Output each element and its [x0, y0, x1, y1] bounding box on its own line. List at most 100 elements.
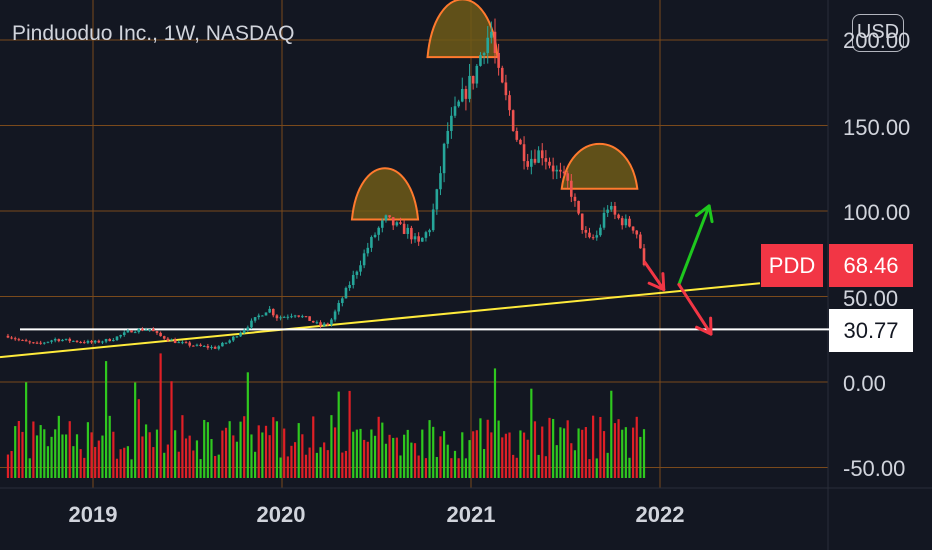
volume-bar — [562, 428, 566, 478]
candle-body — [351, 274, 355, 285]
arrow-head — [695, 316, 713, 336]
volume-bar — [112, 431, 115, 478]
candle-body — [628, 218, 631, 227]
candle-body — [570, 180, 573, 197]
candle-body — [115, 336, 119, 341]
volume-bar — [464, 458, 468, 478]
volume-bar — [235, 441, 239, 478]
volume-bar — [137, 399, 140, 478]
candle-body — [141, 329, 144, 331]
volume-bar — [170, 381, 173, 478]
candle-body — [511, 110, 515, 132]
volume-bar — [595, 458, 598, 478]
candle-body — [460, 89, 464, 102]
candle-body — [500, 67, 504, 83]
candle-body — [468, 75, 471, 99]
candle-body — [133, 332, 137, 334]
volume-bar — [497, 420, 500, 478]
volume-bar — [148, 432, 151, 478]
candle-body — [301, 316, 304, 318]
volume-bar — [184, 438, 188, 478]
volume-bar — [479, 418, 482, 478]
candle-body — [584, 229, 588, 233]
candle-body — [112, 340, 115, 342]
volume-bar — [101, 435, 104, 478]
volume-bar — [90, 432, 93, 478]
candle-body — [428, 230, 431, 233]
chart-title: Pinduoduo Inc., 1W, NASDAQ — [12, 22, 295, 45]
candle-body — [159, 332, 162, 337]
candle-body — [446, 130, 450, 144]
volume-bar — [388, 434, 391, 478]
candle-body — [322, 323, 326, 326]
candle-body — [319, 322, 322, 326]
volume-bar — [246, 372, 249, 478]
volume-bar — [544, 456, 547, 478]
volume-bar — [628, 457, 631, 478]
volume-bar — [541, 426, 544, 478]
candle-body — [602, 212, 606, 228]
volume-bar — [403, 434, 406, 478]
volume-bar — [333, 427, 337, 478]
candle-body — [42, 342, 46, 344]
volume-bar — [348, 390, 351, 478]
arrow-down — [677, 283, 713, 336]
volume-bar — [533, 421, 537, 478]
volume-bar — [301, 434, 304, 478]
volume-bar — [468, 440, 471, 478]
candle-body — [61, 339, 64, 342]
volume-bar — [537, 454, 540, 478]
volume-bar — [279, 457, 282, 478]
volume-bar — [642, 429, 646, 478]
volume-bar — [250, 434, 253, 478]
volume-bar — [363, 439, 366, 478]
volume-bar — [181, 415, 184, 478]
volume-bar — [254, 451, 257, 478]
candle-body — [86, 340, 90, 343]
volume-bar — [166, 444, 169, 478]
candle-body — [559, 169, 562, 172]
candle-body — [471, 75, 475, 84]
time-axis-label: 2021 — [446, 502, 496, 527]
candle-body — [17, 339, 21, 341]
pattern-drawings[interactable] — [350, 0, 639, 221]
time-axis-label: 2020 — [256, 502, 306, 527]
volume-bar — [261, 432, 264, 478]
volume-bar — [337, 391, 340, 478]
arrow-annotations[interactable] — [643, 204, 714, 336]
volume-bar — [472, 431, 475, 478]
volume-bar — [312, 416, 315, 478]
symbol-badge: PDD — [761, 244, 823, 287]
candle-body — [35, 342, 39, 344]
candle-body — [391, 217, 395, 226]
candle-body — [162, 336, 166, 339]
price-axis-label: 50.00 — [843, 286, 899, 311]
candle-body — [639, 234, 642, 249]
candle-body — [290, 316, 293, 318]
currency-button[interactable]: USD — [852, 14, 904, 52]
candle-body — [101, 341, 104, 343]
candle-body — [177, 342, 181, 344]
candle-body — [119, 334, 122, 337]
price-axis-label: 0.00 — [843, 371, 886, 396]
volume-bar — [192, 450, 195, 478]
candle-body — [577, 200, 580, 214]
volume-bar — [624, 427, 627, 478]
volume-bar — [548, 417, 551, 478]
candle-body — [341, 298, 344, 303]
volume-bar — [39, 425, 42, 478]
volume-bar — [370, 429, 373, 478]
volume-bar — [413, 443, 417, 478]
trend-lines[interactable] — [0, 282, 830, 359]
volume-bar — [512, 454, 515, 478]
candle-body — [631, 226, 635, 231]
volume-bar — [286, 456, 289, 478]
candle-body — [257, 315, 261, 318]
candle-body — [504, 82, 508, 96]
candle-body — [246, 327, 250, 330]
candle-body — [417, 236, 420, 242]
candle-body — [148, 329, 151, 331]
candle-body — [402, 223, 406, 234]
candle-body — [202, 345, 206, 347]
